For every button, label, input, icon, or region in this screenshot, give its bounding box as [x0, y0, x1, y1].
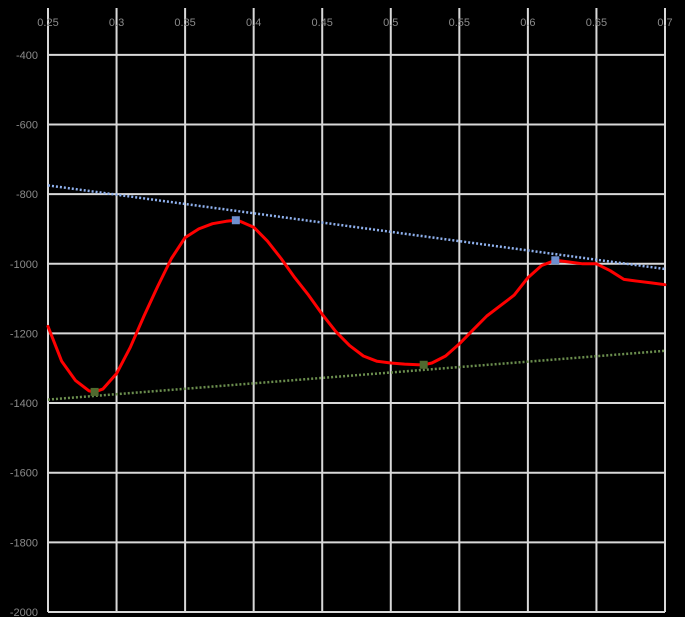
trend-line-2 — [47, 349, 666, 401]
x-tick-label: 0.25 — [37, 17, 58, 29]
x-tick-label: 0.6 — [520, 17, 535, 29]
data-marker — [419, 360, 428, 369]
y-tick-label: -600 — [16, 119, 38, 131]
trend-line-1 — [47, 184, 666, 271]
tick-layer: 0.25 0.3 0.35 0.4 0.45 0.5 0.55 0.6 0.65 0.7 -400 -… — [10, 17, 673, 617]
y-tick-label: -1600 — [10, 468, 38, 480]
x-tick-label: 0.55 — [449, 17, 470, 29]
x-tick-label: 0.4 — [246, 17, 261, 29]
data-marker — [551, 256, 560, 265]
x-tick-label: 0.65 — [586, 17, 607, 29]
y-tick-label: -1000 — [10, 259, 38, 271]
x-tick-label: 0.45 — [312, 17, 333, 29]
data-series-line — [46, 218, 667, 394]
data-marker — [231, 216, 240, 225]
x-tick-label: 0.7 — [657, 17, 672, 29]
y-tick-label: -1400 — [10, 398, 38, 410]
x-tick-label: 0.5 — [383, 17, 398, 29]
data-marker — [90, 387, 99, 396]
series-layer — [46, 184, 667, 401]
x-tick-label: 0.3 — [109, 17, 124, 29]
x-tick-label: 0.35 — [174, 17, 195, 29]
grid — [47, 8, 666, 613]
marker-layer — [90, 216, 560, 396]
y-tick-label: -1200 — [10, 328, 38, 340]
y-tick-label: -800 — [16, 189, 38, 201]
y-tick-label: -2000 — [10, 607, 38, 617]
y-tick-label: -1800 — [10, 537, 38, 549]
y-tick-label: -400 — [16, 50, 38, 62]
